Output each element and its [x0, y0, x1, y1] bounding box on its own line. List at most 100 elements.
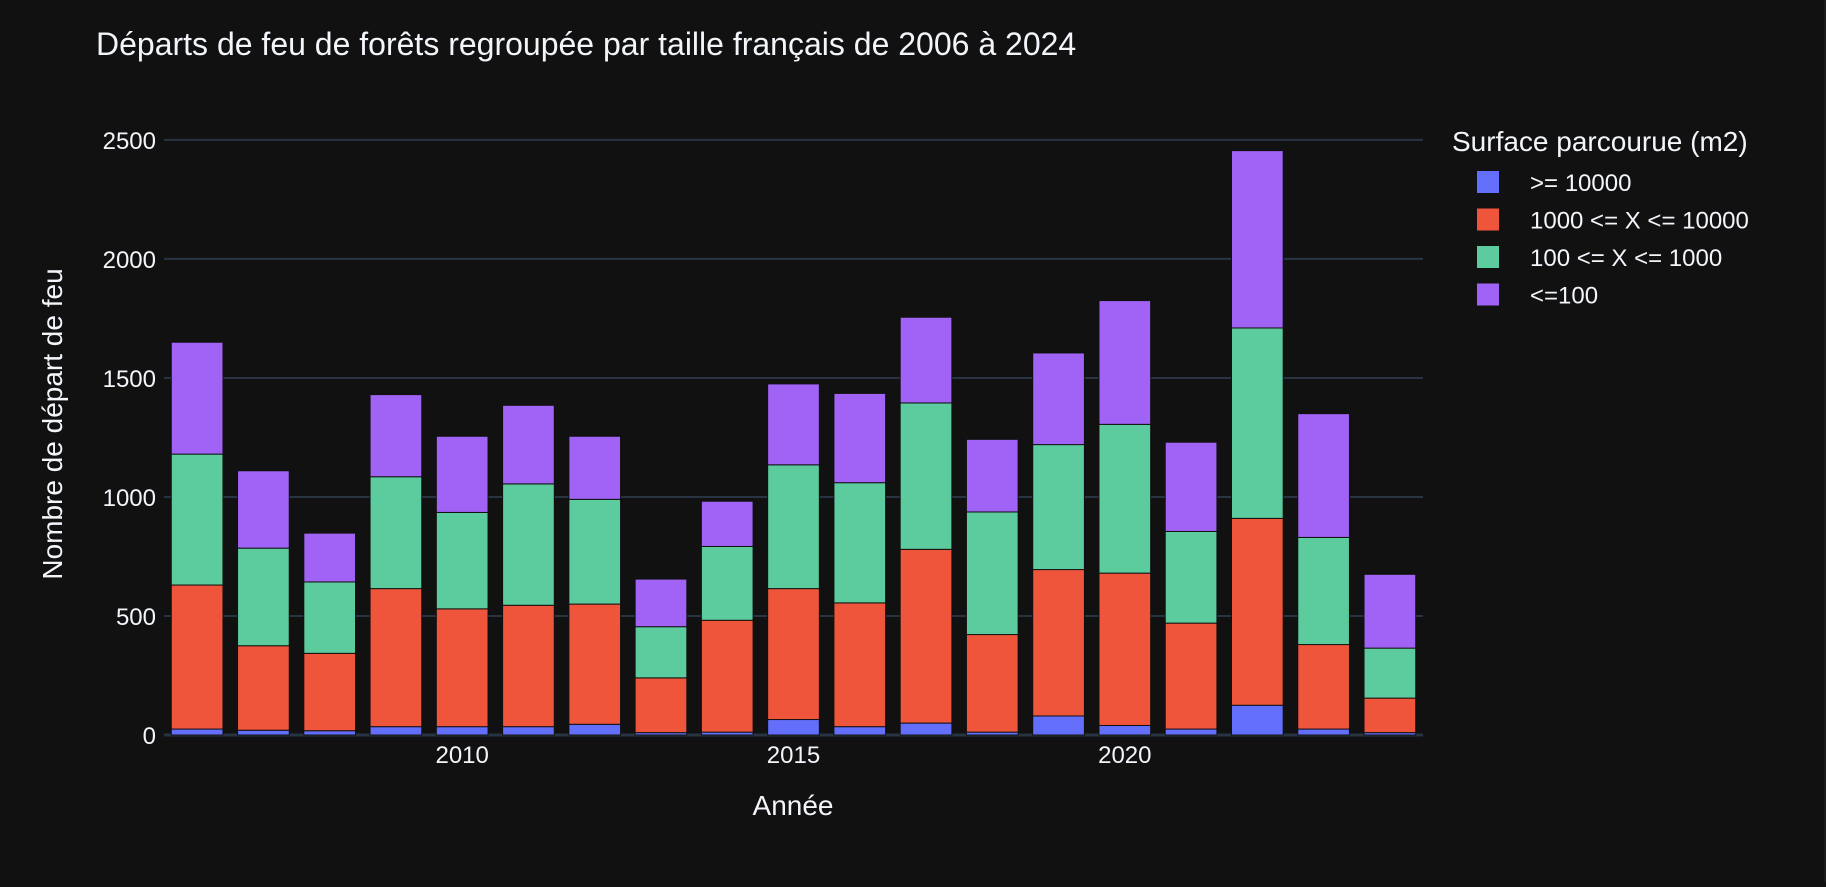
bar-segment: [833, 602, 887, 728]
legend-label: <=100: [1530, 283, 1598, 310]
bar-segment: [303, 532, 357, 583]
bar-segment: [899, 402, 953, 550]
bar-segment: [767, 588, 820, 721]
chart-title: Départs de feu de forêts regroupée par t…: [96, 26, 1076, 62]
bar-segment: [1230, 150, 1284, 329]
bar-segment: [1098, 572, 1152, 726]
bar-segment: [1297, 644, 1350, 730]
x-tick-label: 2020: [1098, 742, 1151, 769]
x-axis-label: Année: [753, 790, 834, 821]
bar-segment: [899, 548, 953, 724]
bar-segment: [1230, 517, 1284, 706]
y-axis-label: Nombre de départ de feu: [37, 268, 68, 579]
bar-segment: [568, 498, 622, 605]
bar-segment: [237, 729, 290, 736]
bar-segment: [502, 604, 555, 728]
bar-segment: [1363, 573, 1417, 649]
bar-segment: [170, 584, 224, 730]
legend-items: >= 10000 1000 <= X <= 10000 100 <= X <= 10…: [1477, 170, 1749, 310]
bar-segment: [1297, 413, 1350, 538]
y-tick-label: 1000: [103, 485, 156, 512]
bar-segment: [1363, 647, 1417, 699]
bar-segment: [1032, 352, 1085, 446]
bar-segment: [502, 726, 555, 736]
bar-segment: [1230, 704, 1284, 736]
bar-segment: [1297, 728, 1350, 736]
bar-segment: [634, 626, 688, 679]
bar-segment: [369, 476, 423, 590]
bar-segment: [1098, 300, 1152, 425]
bar-segment: [1164, 728, 1218, 736]
bar-segment: [237, 645, 290, 731]
bar-segment: [170, 341, 224, 455]
bar-segment: [1164, 441, 1218, 532]
legend-title: Surface parcourue (m2): [1452, 126, 1748, 157]
bar-segment: [1032, 444, 1085, 571]
bar-segment: [1032, 569, 1085, 717]
bar-segment: [833, 392, 887, 484]
y-tick-label: 0: [143, 723, 156, 750]
bar-segment: [435, 511, 489, 610]
bar-segment: [1032, 715, 1085, 736]
bar-segment: [1098, 423, 1152, 574]
bar-segment: [965, 438, 1019, 513]
bar-segment: [965, 634, 1019, 733]
x-tick-label: 2015: [767, 742, 820, 769]
y-tick-label: 2000: [103, 247, 156, 274]
bar-segment: [1164, 622, 1218, 730]
legend-swatch: [1477, 283, 1499, 306]
x-tick-label: 2010: [435, 742, 488, 769]
bar-segment: [634, 578, 688, 628]
bar-segment: [833, 482, 887, 604]
bar-segment: [767, 719, 820, 736]
y-tick-label: 2500: [103, 128, 156, 155]
bar-segment: [767, 464, 820, 590]
bar-segment: [435, 726, 489, 736]
bar-segment: [237, 547, 290, 647]
bar-segment: [1098, 724, 1152, 736]
legend: Surface parcourue (m2) >= 10000 1000 <= X…: [1452, 126, 1749, 310]
bar-segment: [502, 483, 555, 606]
bar-segment: [965, 511, 1019, 636]
bar-segment: [634, 677, 688, 734]
bar-segment: [369, 394, 423, 478]
legend-label: >= 10000: [1530, 170, 1631, 197]
legend-swatch: [1477, 246, 1499, 268]
bar-segment: [303, 652, 357, 732]
bar-segment: [435, 435, 489, 513]
legend-swatch: [1477, 208, 1499, 231]
bar-segment: [700, 619, 754, 733]
bar-segment: [568, 603, 622, 725]
bar-segment: [1363, 697, 1417, 734]
bar-segment: [170, 728, 224, 736]
bar-segment: [369, 588, 423, 728]
bar-segment: [502, 404, 555, 485]
legend-label: 100 <= X <= 1000: [1530, 245, 1722, 272]
bar-segment: [899, 316, 953, 404]
bar-segment: [700, 500, 754, 547]
bar-segment: [1230, 327, 1284, 519]
bar-segment: [1164, 530, 1218, 624]
bar-segment: [369, 726, 423, 736]
bar-segment: [435, 608, 489, 728]
legend-swatch: [1477, 171, 1499, 193]
bar-segment: [833, 726, 887, 736]
bar-segment: [237, 470, 290, 549]
y-tick-label: 500: [116, 604, 156, 631]
x-axis-ticks: 2010 2015 2020: [435, 742, 1151, 769]
bar-segment: [303, 581, 357, 654]
bar-segment: [568, 723, 622, 736]
bar-segment: [1297, 536, 1350, 646]
bar-segment: [303, 730, 357, 736]
bar-segment: [899, 722, 953, 736]
legend-label: 1000 <= X <= 10000: [1530, 208, 1749, 235]
bar-segment: [170, 453, 224, 586]
bar-segment: [700, 545, 754, 621]
bars: [170, 150, 1417, 736]
y-tick-label: 1500: [103, 366, 156, 393]
bar-segment: [767, 383, 820, 466]
y-axis-ticks: 0 500 1000 1500 2000 2500: [103, 128, 156, 750]
bar-segment: [568, 435, 622, 500]
